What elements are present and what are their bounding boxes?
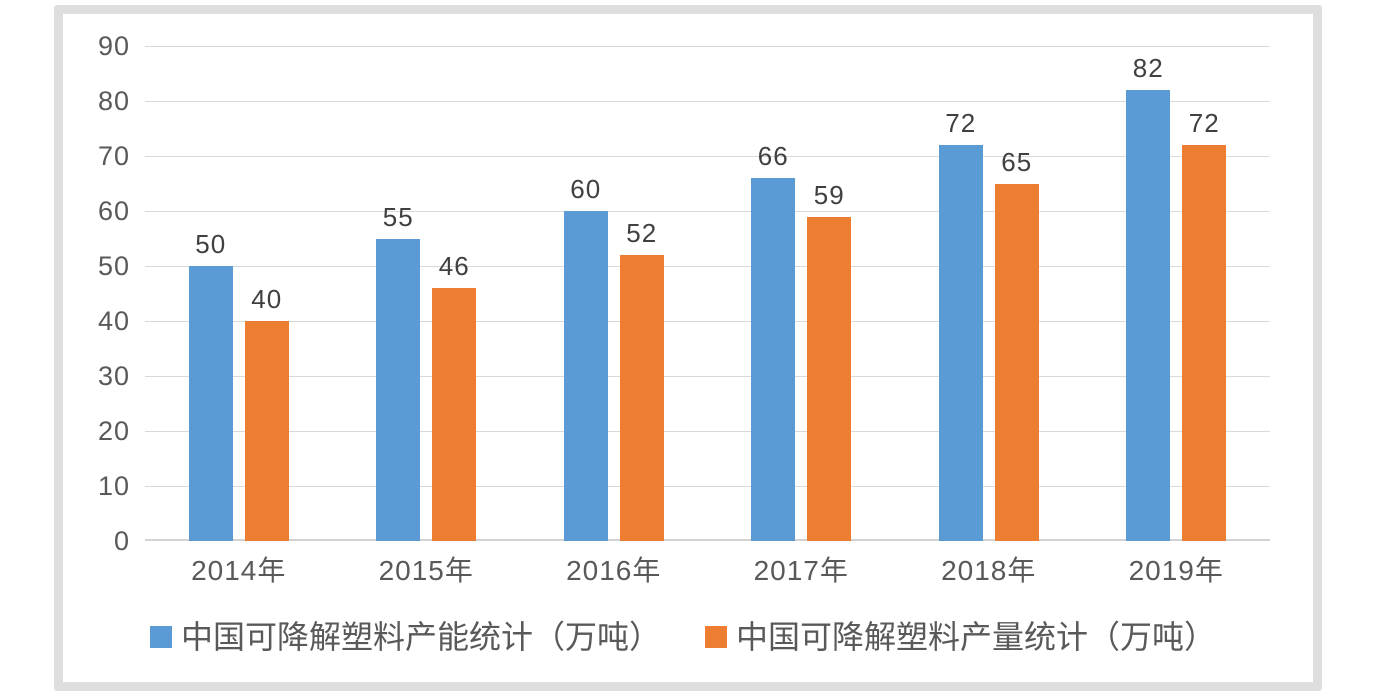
y-tick-50: 50	[97, 251, 130, 281]
y-tick-90: 90	[97, 31, 130, 61]
data-label-series1-2017年: 66	[757, 141, 789, 171]
data-label-series1-2018年: 72	[945, 108, 977, 138]
bar-series1-2019年	[1126, 90, 1171, 541]
data-label-series1-2014年: 50	[195, 229, 227, 259]
data-label-series2-2016年: 52	[626, 218, 658, 248]
legend-label: 中国可降解塑料产量统计（万吨）	[736, 619, 1217, 655]
legend-item-series2: 中国可降解塑料产量统计（万吨）	[705, 618, 1216, 656]
bar-series2-2014年	[244, 321, 289, 541]
x-axis-line	[145, 539, 1270, 541]
legend-label: 中国可降解塑料产能统计（万吨）	[181, 619, 662, 655]
y-tick-40: 40	[97, 306, 130, 336]
bar-series2-2016年	[619, 255, 664, 541]
bar-series2-2017年	[807, 216, 852, 541]
bar-series1-2016年	[563, 211, 608, 541]
bar-series2-2015年	[432, 288, 477, 541]
legend-swatch-icon	[150, 626, 172, 648]
plot-area: 50 40 55 46 60 52 66 59 72 65 82 72	[145, 45, 1270, 541]
data-label-series2-2019年: 72	[1188, 108, 1220, 138]
y-tick-60: 60	[97, 196, 130, 226]
gridline-40	[145, 320, 1270, 322]
data-label-series2-2018年: 65	[1001, 146, 1033, 177]
legend-item-series1: 中国可降解塑料产能统计（万吨）	[150, 618, 661, 656]
x-tick-2014年: 2014年	[191, 555, 287, 586]
x-tick-2018年: 2018年	[941, 555, 1037, 586]
gridline-50	[145, 265, 1270, 267]
y-tick-0: 0	[113, 526, 130, 556]
gridline-60	[145, 210, 1270, 212]
gridline-30	[145, 375, 1270, 377]
bar-series1-2015年	[376, 238, 421, 541]
y-tick-30: 30	[97, 361, 130, 391]
y-tick-10: 10	[97, 471, 130, 501]
bar-series1-2018年	[938, 145, 983, 541]
bar-series2-2019年	[1182, 145, 1227, 541]
data-label-series1-2016年: 60	[570, 174, 602, 204]
x-tick-2016年: 2016年	[566, 555, 662, 586]
y-tick-20: 20	[97, 416, 130, 446]
y-tick-70: 70	[97, 141, 130, 171]
data-label-series2-2014年: 40	[251, 284, 283, 314]
data-label-series1-2019年: 82	[1132, 53, 1164, 83]
bar-series1-2014年	[188, 266, 233, 541]
gridline-90	[145, 45, 1270, 47]
x-tick-2017年: 2017年	[753, 555, 849, 586]
gridline-10	[145, 485, 1270, 487]
gridline-20	[145, 430, 1270, 432]
data-label-series2-2015年: 46	[438, 251, 470, 281]
gridline-70	[145, 155, 1270, 157]
legend: 中国可降解塑料产能统计（万吨） 中国可降解塑料产量统计（万吨）	[150, 618, 1216, 656]
bar-series1-2017年	[751, 178, 796, 541]
data-label-series2-2017年: 59	[813, 179, 845, 210]
x-tick-2019年: 2019年	[1128, 555, 1224, 586]
data-label-series1-2015年: 55	[382, 201, 414, 232]
x-tick-2015年: 2015年	[378, 555, 474, 586]
y-tick-80: 80	[97, 86, 130, 116]
bar-series2-2018年	[994, 183, 1039, 541]
gridline-80	[145, 100, 1270, 102]
legend-swatch-icon	[705, 626, 728, 648]
